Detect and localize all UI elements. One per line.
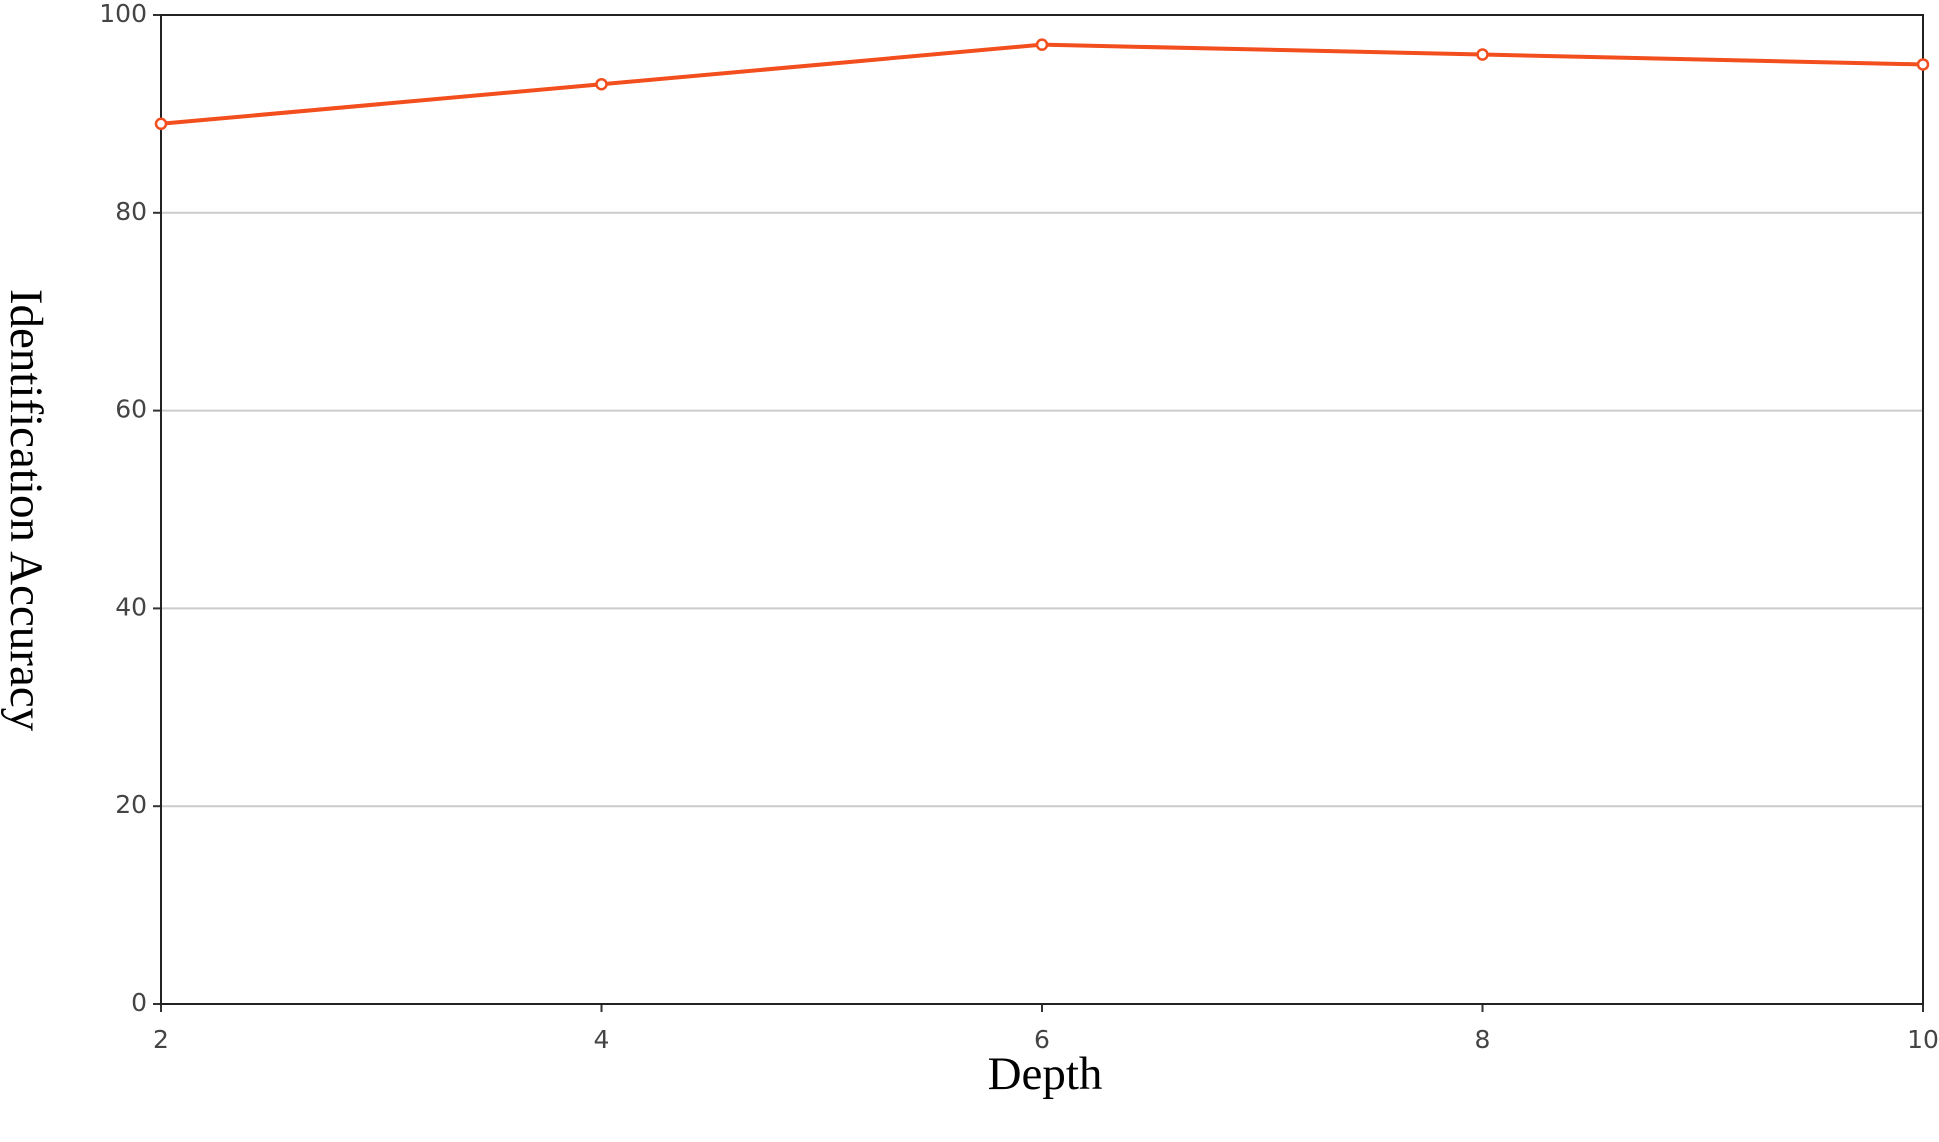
point <box>595 77 608 91</box>
point <box>1916 58 1930 71</box>
y-tick-label: 100 <box>99 0 147 28</box>
y-tick-label: 60 <box>115 395 147 424</box>
point <box>1476 48 1489 61</box>
y-tick-label: 80 <box>115 197 147 226</box>
line <box>160 42 1924 126</box>
plot-frame <box>160 14 1924 1005</box>
y-tick-label: 40 <box>115 592 147 621</box>
x-tick-label: 2 <box>153 1025 169 1054</box>
x-tick-label: 10 <box>1907 1025 1939 1054</box>
y-tick-label: 0 <box>131 988 147 1017</box>
x-tick-label: 4 <box>594 1025 610 1054</box>
point <box>1035 38 1049 51</box>
x-tick-label: 8 <box>1475 1025 1491 1054</box>
y-tick-label: 20 <box>115 790 147 819</box>
y-axis-title: Identification Accuracy <box>0 289 52 732</box>
x-axis-title: Depth <box>988 1048 1103 1100</box>
x-tick-label: 6 <box>1034 1025 1050 1054</box>
point <box>154 117 168 131</box>
